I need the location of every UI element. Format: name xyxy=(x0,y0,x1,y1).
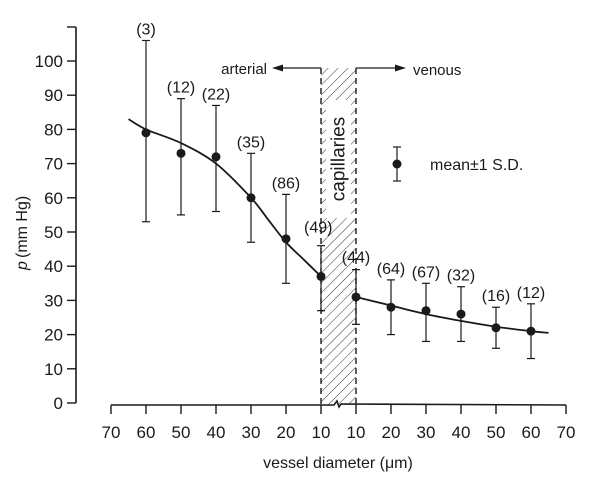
x-tick-label-arterial: 20 xyxy=(277,423,296,442)
sample-size-label: (44) xyxy=(342,250,370,267)
y-tick-label: 20 xyxy=(44,326,63,345)
x-tick-label-venous: 40 xyxy=(452,423,471,442)
venous-point: (16) xyxy=(482,288,510,349)
y-tick-label: 10 xyxy=(44,360,63,379)
sample-size-label: (64) xyxy=(377,261,405,278)
x-tick-label-arterial: 50 xyxy=(172,423,191,442)
mean-marker xyxy=(491,323,501,333)
mean-marker xyxy=(386,302,396,312)
capillaries-label: capillaries xyxy=(329,117,350,201)
mean-marker xyxy=(351,292,361,302)
y-axis-symbol: p xyxy=(14,261,31,271)
sample-size-label: (32) xyxy=(447,268,475,285)
x-tick-label-arterial: 70 xyxy=(102,423,121,442)
mean-marker xyxy=(421,306,431,316)
mean-marker xyxy=(211,152,221,162)
y-axis-title: p (mm Hg) xyxy=(14,196,31,271)
venous-point: (44) xyxy=(342,250,370,325)
arterial-label: arterial xyxy=(221,61,267,78)
annotations: arterial venous capillaries mean±1 S.D. … xyxy=(14,61,523,472)
x-tick-label-venous: 10 xyxy=(347,423,366,442)
x-tick-label-arterial: 60 xyxy=(137,423,156,442)
legend-glyph xyxy=(392,146,402,182)
capillary-region xyxy=(272,64,406,405)
sample-size-label: (16) xyxy=(482,288,510,305)
venous-point: (64) xyxy=(377,261,405,336)
mean-marker xyxy=(281,234,291,244)
arterial-fit-curve xyxy=(128,118,322,278)
x-tick-label-arterial: 10 xyxy=(312,423,331,442)
sample-size-label: (12) xyxy=(517,285,545,302)
y-tick-label: 90 xyxy=(44,86,63,105)
arterial-point: (3) xyxy=(136,21,156,223)
x-tick-label-arterial: 40 xyxy=(207,423,226,442)
sample-size-label: (67) xyxy=(412,264,440,281)
venous-label: venous xyxy=(413,62,461,79)
sample-size-label: (35) xyxy=(237,134,265,151)
mean-marker xyxy=(141,128,151,138)
arterial-point: (35) xyxy=(237,134,265,243)
mean-marker xyxy=(316,271,326,281)
y-tick-label: 60 xyxy=(44,189,63,208)
y-tick-label: 50 xyxy=(44,223,63,242)
x-tick-label-venous: 50 xyxy=(487,423,506,442)
venous-point: (67) xyxy=(412,264,440,343)
arterial-arrow-head xyxy=(272,64,283,72)
sample-size-label: (22) xyxy=(202,86,230,103)
y-axis-unit: (mm Hg) xyxy=(14,196,31,258)
x-tick-label-venous: 20 xyxy=(382,423,401,442)
venous-point: (32) xyxy=(447,268,475,343)
legend-marker xyxy=(392,159,402,169)
y-tick-label: 0 xyxy=(54,394,63,413)
data-points: (3) (12) (22) (35) (86) (49) (44) (64) (67) (32) (… xyxy=(136,21,545,360)
legend-label: mean±1 S.D. xyxy=(430,157,523,174)
y-tick-label: 40 xyxy=(44,257,63,276)
arterial-point: (12) xyxy=(167,80,195,216)
venous-point: (12) xyxy=(517,285,545,360)
mean-marker xyxy=(456,309,466,319)
y-tick-label: 30 xyxy=(44,291,63,310)
venous-arrow-head xyxy=(395,64,406,72)
x-tick-label-venous: 30 xyxy=(417,423,436,442)
x-tick-label-arterial: 30 xyxy=(242,423,261,442)
sample-size-label: (3) xyxy=(136,21,156,38)
mean-marker xyxy=(246,193,256,203)
venous-fit-curve xyxy=(355,296,549,334)
sample-size-label: (86) xyxy=(272,175,300,192)
mean-marker xyxy=(526,326,536,336)
y-tick-label: 100 xyxy=(35,52,63,71)
x-tick-label-venous: 70 xyxy=(557,423,576,442)
x-tick-label-venous: 60 xyxy=(522,423,541,442)
y-tick-label: 70 xyxy=(44,155,63,174)
arterial-point: (49) xyxy=(304,219,332,312)
x-axis-title: vessel diameter (μm) xyxy=(263,455,413,472)
sample-size-label: (12) xyxy=(167,80,195,97)
x-axis-line xyxy=(111,399,567,409)
sample-size-label: (49) xyxy=(304,219,332,236)
capillary-label-backing xyxy=(326,100,351,218)
arterial-point: (86) xyxy=(272,175,300,284)
mean-marker xyxy=(176,148,186,158)
arterial-point: (22) xyxy=(202,86,230,213)
axes: 0 10 20 30 40 50 60 70 80 90 100 70 60 50 40 30 20 10 10 20… xyxy=(35,26,576,442)
y-tick-label: 80 xyxy=(44,120,63,139)
